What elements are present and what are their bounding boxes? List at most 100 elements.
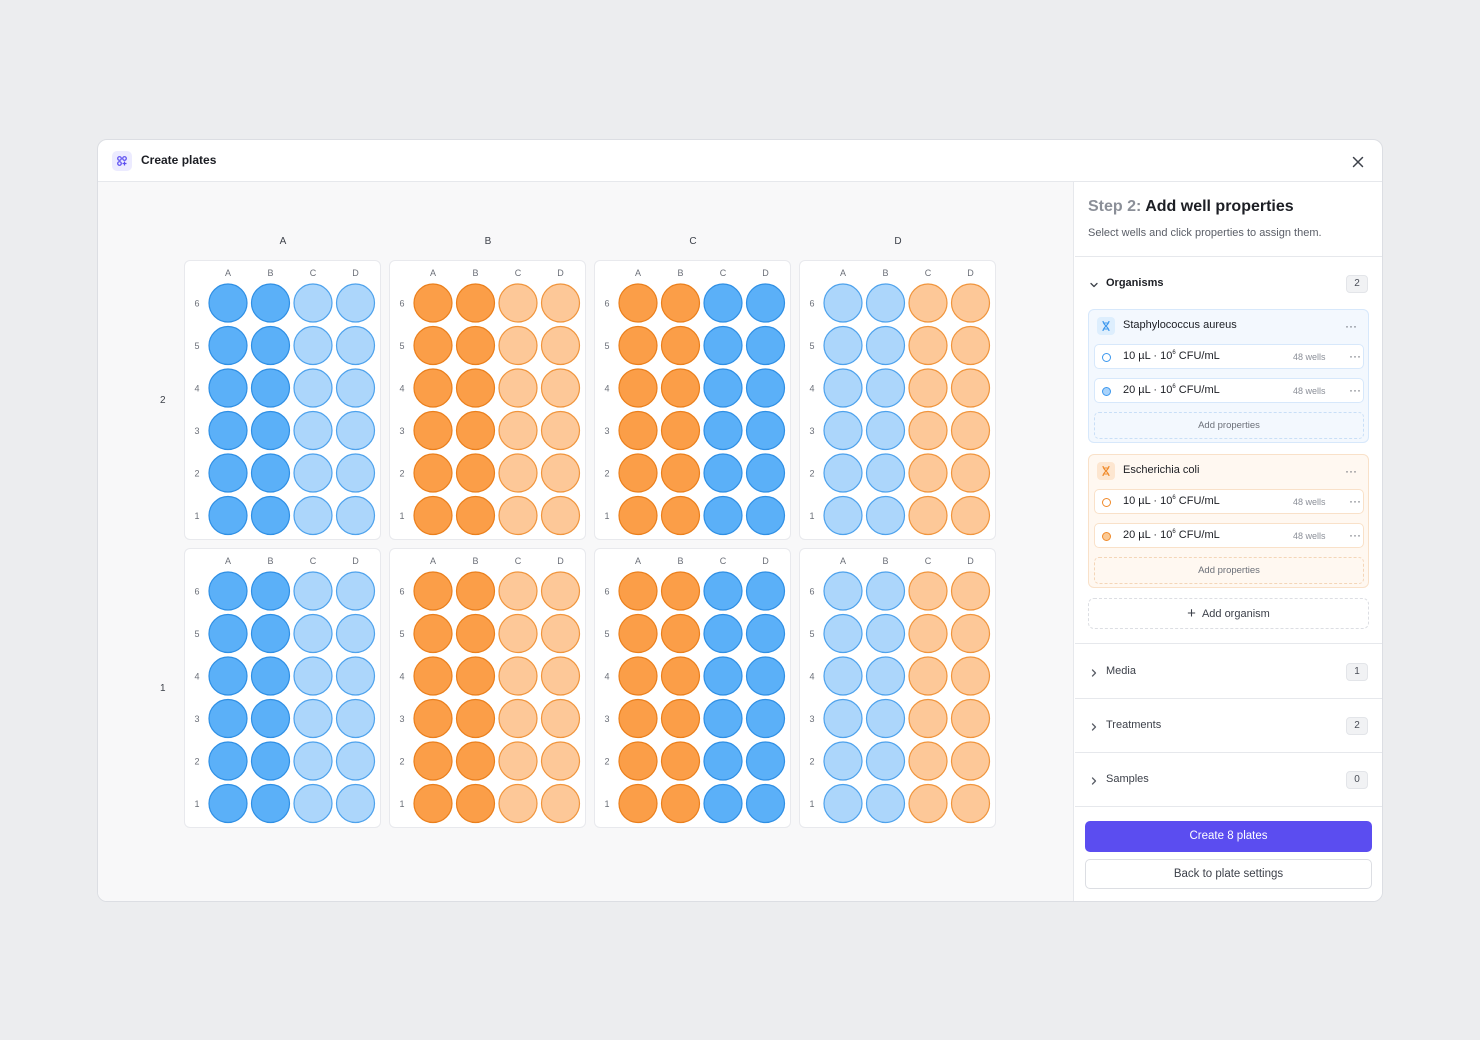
well-c2-d1[interactable]: [745, 495, 786, 536]
well-d1-b4[interactable]: [865, 656, 906, 696]
well-c2-c2[interactable]: [703, 453, 743, 493]
add-organism-button[interactable]: + Add organism: [1088, 598, 1369, 629]
well-a2-a5[interactable]: [208, 325, 248, 366]
well-c1-d4[interactable]: [745, 656, 786, 696]
well-a1-a6[interactable]: [208, 571, 248, 611]
well-a2-d4[interactable]: [335, 368, 376, 408]
section-treatments-toggle[interactable]: Treatments 2: [1075, 699, 1382, 753]
property-more-icon[interactable]: ···: [1349, 528, 1361, 542]
well-c1-b2[interactable]: [660, 741, 701, 781]
well-b2-a6[interactable]: [413, 283, 453, 323]
well-c2-b4[interactable]: [660, 368, 701, 408]
property-row[interactable]: 10 µL · 106 CFU/mL 48 wells ···: [1094, 344, 1364, 369]
well-c1-b4[interactable]: [660, 656, 701, 696]
well-d1-c2[interactable]: [908, 741, 948, 781]
well-c2-b3[interactable]: [660, 410, 701, 451]
well-a2-d2[interactable]: [335, 453, 376, 493]
well-d1-a2[interactable]: [823, 741, 863, 781]
well-b1-b5[interactable]: [455, 613, 496, 654]
well-a2-a2[interactable]: [208, 453, 248, 493]
well-d2-a2[interactable]: [823, 453, 863, 493]
well-b2-a2[interactable]: [413, 453, 453, 493]
well-d2-c5[interactable]: [908, 325, 948, 366]
well-d1-c5[interactable]: [908, 613, 948, 654]
well-a1-a3[interactable]: [208, 698, 248, 739]
well-b1-a2[interactable]: [413, 741, 453, 781]
well-d2-b6[interactable]: [865, 283, 906, 323]
well-a1-d3[interactable]: [335, 698, 376, 739]
well-b2-d6[interactable]: [540, 283, 581, 323]
well-b1-d6[interactable]: [540, 571, 581, 611]
well-a1-a4[interactable]: [208, 656, 248, 696]
well-b1-d4[interactable]: [540, 656, 581, 696]
well-a1-b4[interactable]: [250, 656, 291, 696]
property-row[interactable]: 10 µL · 106 CFU/mL 48 wells ···: [1094, 489, 1364, 514]
well-a1-d4[interactable]: [335, 656, 376, 696]
well-c1-b1[interactable]: [660, 783, 701, 824]
well-d2-d3[interactable]: [950, 410, 991, 451]
well-b2-a1[interactable]: [413, 495, 453, 536]
well-b1-d3[interactable]: [540, 698, 581, 739]
well-d1-a6[interactable]: [823, 571, 863, 611]
well-b2-d2[interactable]: [540, 453, 581, 493]
well-c2-c1[interactable]: [703, 495, 743, 536]
well-c1-b5[interactable]: [660, 613, 701, 654]
create-plates-button[interactable]: Create 8 plates: [1085, 821, 1372, 852]
well-d1-b6[interactable]: [865, 571, 906, 611]
well-c1-a3[interactable]: [618, 698, 658, 739]
close-icon[interactable]: [1348, 152, 1368, 172]
well-a1-d1[interactable]: [335, 783, 376, 824]
well-a1-c1[interactable]: [293, 783, 333, 824]
well-a2-c5[interactable]: [293, 325, 333, 366]
well-c1-c3[interactable]: [703, 698, 743, 739]
well-b1-b6[interactable]: [455, 571, 496, 611]
well-a1-c4[interactable]: [293, 656, 333, 696]
well-d2-a4[interactable]: [823, 368, 863, 408]
well-d1-b5[interactable]: [865, 613, 906, 654]
well-c1-a1[interactable]: [618, 783, 658, 824]
plate-a1[interactable]: A B C D 6 5 4 3 2 1: [184, 548, 381, 828]
well-b2-a3[interactable]: [413, 410, 453, 451]
well-c1-a6[interactable]: [618, 571, 658, 611]
well-c1-d2[interactable]: [745, 741, 786, 781]
well-a1-b6[interactable]: [250, 571, 291, 611]
well-a1-b2[interactable]: [250, 741, 291, 781]
well-d1-d3[interactable]: [950, 698, 991, 739]
well-d1-a3[interactable]: [823, 698, 863, 739]
well-b2-a4[interactable]: [413, 368, 453, 408]
well-c2-b1[interactable]: [660, 495, 701, 536]
well-c1-b3[interactable]: [660, 698, 701, 739]
well-d2-d2[interactable]: [950, 453, 991, 493]
well-d2-c4[interactable]: [908, 368, 948, 408]
well-d2-a5[interactable]: [823, 325, 863, 366]
well-b2-d4[interactable]: [540, 368, 581, 408]
well-b2-c3[interactable]: [498, 410, 538, 451]
well-a2-b6[interactable]: [250, 283, 291, 323]
well-c1-a2[interactable]: [618, 741, 658, 781]
well-a2-b4[interactable]: [250, 368, 291, 408]
well-c2-c3[interactable]: [703, 410, 743, 451]
well-c2-a1[interactable]: [618, 495, 658, 536]
well-c1-b6[interactable]: [660, 571, 701, 611]
well-d1-a4[interactable]: [823, 656, 863, 696]
well-d1-d6[interactable]: [950, 571, 991, 611]
well-c2-d4[interactable]: [745, 368, 786, 408]
plate-d2[interactable]: A B C D 6 5 4 3 2 1: [799, 260, 996, 540]
well-d1-c4[interactable]: [908, 656, 948, 696]
well-d1-a1[interactable]: [823, 783, 863, 824]
well-d2-d5[interactable]: [950, 325, 991, 366]
well-b2-b6[interactable]: [455, 283, 496, 323]
well-a1-c2[interactable]: [293, 741, 333, 781]
well-d1-d4[interactable]: [950, 656, 991, 696]
plate-c1[interactable]: A B C D 6 5 4 3 2 1: [594, 548, 791, 828]
well-c2-c4[interactable]: [703, 368, 743, 408]
plate-c2[interactable]: A B C D 6 5 4 3 2 1: [594, 260, 791, 540]
well-d2-c1[interactable]: [908, 495, 948, 536]
well-a2-b3[interactable]: [250, 410, 291, 451]
well-d1-c1[interactable]: [908, 783, 948, 824]
well-b1-b2[interactable]: [455, 741, 496, 781]
well-b1-c2[interactable]: [498, 741, 538, 781]
well-c1-c1[interactable]: [703, 783, 743, 824]
back-to-plate-settings-button[interactable]: Back to plate settings: [1085, 859, 1372, 889]
well-a2-a3[interactable]: [208, 410, 248, 451]
